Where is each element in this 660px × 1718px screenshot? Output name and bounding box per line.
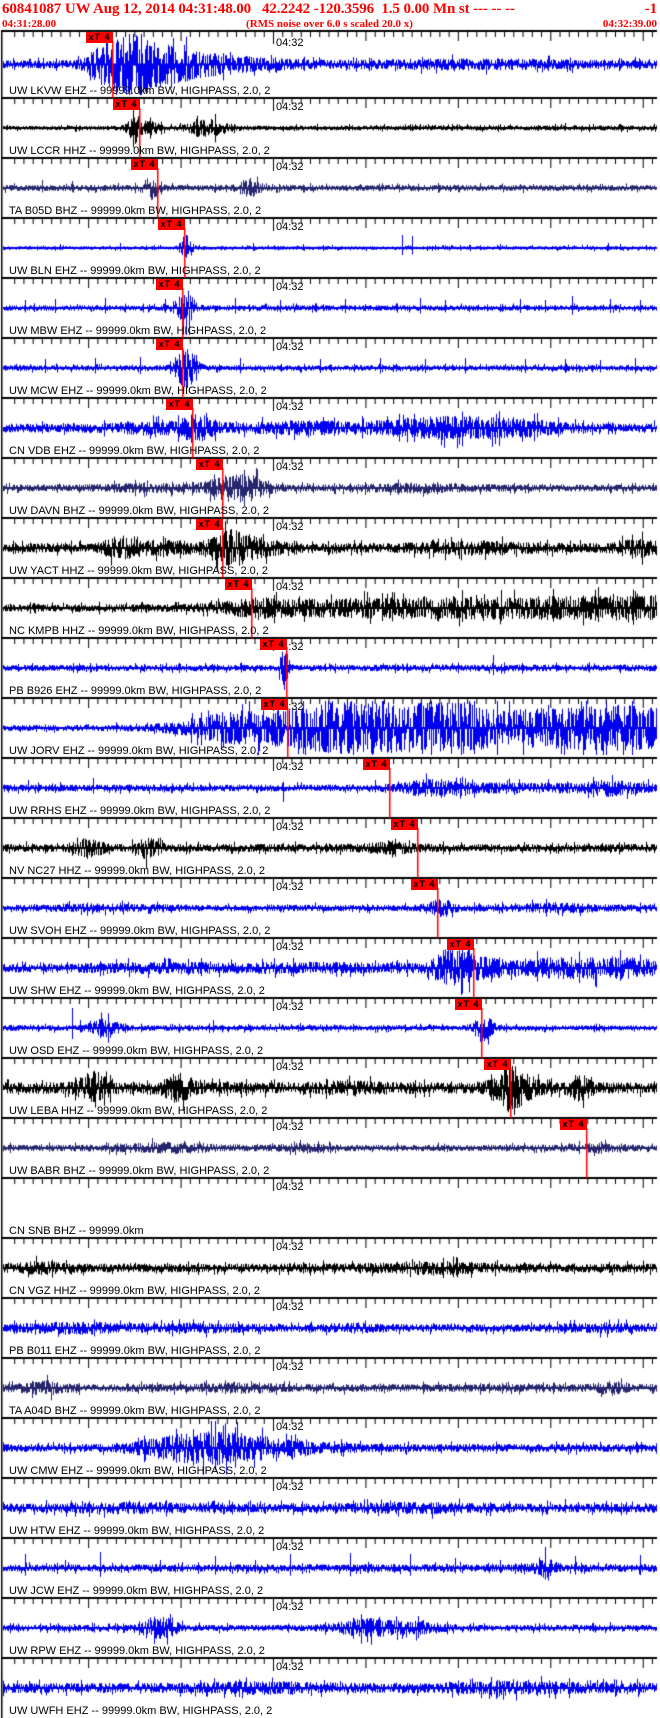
station-label: UW LEBA HHZ -- 99999.0km BW, HIGHPASS, 2… [9, 1105, 268, 1117]
minute-label: 04:32 [276, 1181, 304, 1193]
minute-label: 04:32 [276, 1361, 304, 1373]
station-label: UW CMW EHZ -- 99999.0km BW, HIGHPASS, 2.… [9, 1465, 267, 1477]
pick-marker[interactable]: xT 4 [447, 939, 474, 950]
minute-label: 04:32 [276, 1541, 304, 1553]
station-label: UW SVOH EHZ -- 99999.0km BW, HIGHPASS, 2… [9, 925, 271, 937]
station-label: UW LCCR HHZ -- 99999.0km BW, HIGHPASS, 2… [9, 145, 270, 157]
minute-label: 04:32 [276, 101, 304, 113]
pick-marker[interactable]: xT 4 [455, 999, 482, 1010]
minute-label: 04:32 [276, 1301, 304, 1313]
station-label: UW HTW EHZ -- 99999.0km BW, HIGHPASS, 2.… [9, 1525, 265, 1537]
pick-marker[interactable]: xT 4 [166, 399, 193, 410]
minute-label: 04:32 [276, 821, 304, 833]
station-label: CN SNB BHZ -- 99999.0km [9, 1225, 144, 1237]
pick-marker[interactable]: xT 4 [156, 339, 183, 350]
header: 60841087 UW Aug 12, 2014 04:31:48.00 42.… [0, 0, 660, 30]
pick-marker[interactable]: xT 4 [158, 219, 185, 230]
pick-marker[interactable]: xT 4 [113, 99, 140, 110]
station-label: CN VGZ HHZ -- 99999.0km BW, HIGHPASS, 2.… [9, 1285, 261, 1297]
minute-label: 04:32 [276, 881, 304, 893]
minute-label: 04:32 [276, 941, 304, 953]
pick-marker[interactable]: xT 4 [156, 279, 183, 290]
station-label: UW BABR BHZ -- 99999.0km BW, HIGHPASS, 2… [9, 1165, 270, 1177]
minute-label: 04:32 [276, 341, 304, 353]
minute-label: 04:32 [276, 1241, 304, 1253]
pick-marker[interactable]: xT 4 [196, 519, 223, 530]
station-label: UW YACT HHZ -- 99999.0km BW, HIGHPASS, 2… [9, 565, 268, 577]
minute-label: 04:32 [276, 521, 304, 533]
station-label: PB B926 EHZ -- 99999.0km BW, HIGHPASS, 2… [9, 685, 262, 697]
pick-marker[interactable]: xT 4 [484, 1059, 511, 1070]
minute-label: 04:32 [276, 461, 304, 473]
event-title: 60841087 UW Aug 12, 2014 04:31:48.00 42.… [2, 1, 515, 17]
window-end-time: 04:32:39.00 [602, 18, 657, 30]
pick-marker[interactable]: xT 4 [560, 1119, 587, 1130]
station-label: UW LKVW EHZ -- 99999.0km BW, HIGHPASS, 2… [9, 85, 271, 97]
minute-label: 04:32 [276, 1121, 304, 1133]
pick-marker[interactable]: xT 4 [363, 759, 390, 770]
pick-marker[interactable]: xT 4 [260, 639, 287, 650]
station-label: UW DAVN BHZ -- 99999.0km BW, HIGHPASS, 2… [9, 505, 269, 517]
minute-label: 04:32 [276, 581, 304, 593]
rms-note: (RMS noise over 6.0 s scaled 20.0 x) [246, 18, 413, 30]
minute-label: 04:32 [276, 161, 304, 173]
minute-label: 04:32 [276, 401, 304, 413]
station-label: UW JCW EHZ -- 99999.0km BW, HIGHPASS, 2.… [9, 1585, 264, 1597]
minute-label: 04:32 [276, 221, 304, 233]
minute-label: 04:32 [276, 1001, 304, 1013]
station-label: UW BLN EHZ -- 99999.0km BW, HIGHPASS, 2.… [9, 265, 261, 277]
pick-marker[interactable]: xT 4 [261, 699, 288, 710]
station-label: UW RRHS EHZ -- 99999.0km BW, HIGHPASS, 2… [9, 805, 271, 817]
pick-marker[interactable]: xT 4 [86, 32, 113, 43]
station-label: UW SHW EHZ -- 99999.0km BW, HIGHPASS, 2.… [9, 985, 265, 997]
event-header-row: 60841087 UW Aug 12, 2014 04:31:48.00 42.… [0, 0, 660, 18]
window-start-time: 04:31:28.00 [2, 18, 57, 30]
station-label: CN VDB EHZ -- 99999.0km BW, HIGHPASS, 2.… [9, 445, 260, 457]
minute-label: 04:32 [276, 1421, 304, 1433]
station-label: UW RPW EHZ -- 99999.0km BW, HIGHPASS, 2.… [9, 1645, 265, 1657]
minute-label: 04:32 [276, 1601, 304, 1613]
station-label: UW MBW EHZ -- 99999.0km BW, HIGHPASS, 2.… [9, 325, 267, 337]
minute-label: 04:32 [276, 1661, 304, 1673]
pick-marker[interactable]: xT 4 [196, 459, 223, 470]
minute-label: 04:32 [276, 1061, 304, 1073]
pick-marker[interactable]: xT 4 [411, 879, 438, 890]
station-label: UW MCW EHZ -- 99999.0km BW, HIGHPASS, 2.… [9, 385, 267, 397]
pick-marker[interactable]: xT 4 [391, 819, 418, 830]
event-flag: -1 [644, 1, 657, 17]
minute-label: 04:32 [276, 1481, 304, 1493]
station-label: NC KMPB HHZ -- 99999.0km BW, HIGHPASS, 2… [9, 625, 269, 637]
station-label: TA B05D BHZ -- 99999.0km BW, HIGHPASS, 2… [9, 205, 262, 217]
pick-marker[interactable]: xT 4 [225, 579, 252, 590]
station-label: UW JORV EHZ -- 99999.0km BW, HIGHPASS, 2… [9, 745, 269, 757]
station-label: NV NC27 HHZ -- 99999.0km BW, HIGHPASS, 2… [9, 865, 265, 877]
station-label: TA A04D BHZ -- 99999.0km BW, HIGHPASS, 2… [9, 1405, 261, 1417]
station-label: UW UWFH EHZ -- 99999.0km BW, HIGHPASS, 2… [9, 1705, 273, 1717]
time-window-row: 04:31:28.00 (RMS noise over 6.0 s scaled… [0, 18, 660, 30]
minute-label: 04:32 [276, 281, 304, 293]
station-label: PB B011 EHZ -- 99999.0km BW, HIGHPASS, 2… [9, 1345, 261, 1357]
minute-label: 04:32 [276, 761, 304, 773]
minute-label: 04:32 [276, 37, 304, 49]
station-label: UW OSD EHZ -- 99999.0km BW, HIGHPASS, 2.… [9, 1045, 264, 1057]
pick-marker[interactable]: xT 4 [131, 159, 158, 170]
